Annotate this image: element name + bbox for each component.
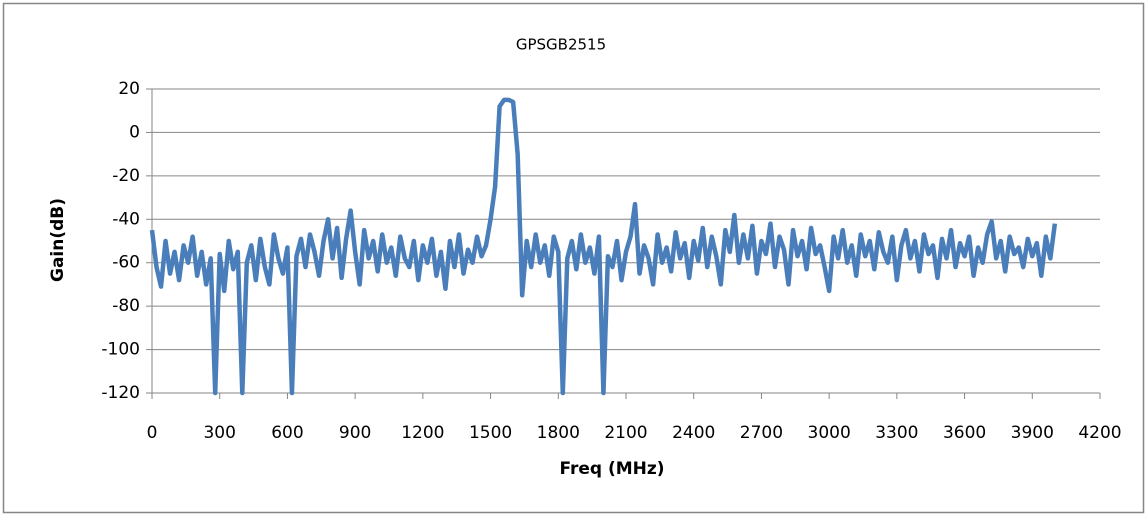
x-tick-label: 1500 — [469, 423, 512, 443]
x-tick-label: 0 — [147, 423, 158, 443]
y-tick-label: -20 — [112, 166, 140, 186]
y-tick-label: 20 — [118, 79, 140, 99]
x-axis-label: Freq (MHz) — [559, 459, 664, 479]
y-tick-label: -60 — [112, 253, 140, 273]
x-tick-label: 2700 — [740, 423, 783, 443]
x-tick-label: 900 — [339, 423, 371, 443]
data-line — [149, 97, 1058, 396]
x-tick-label: 2400 — [672, 423, 715, 443]
y-tick-label: -80 — [112, 296, 140, 316]
x-tick-label: 1200 — [401, 423, 444, 443]
y-tick-label: -40 — [112, 209, 140, 229]
x-tick-label: 3600 — [943, 423, 986, 443]
y-axis-label: Gain(dB) — [48, 198, 68, 282]
x-tick-label: 1800 — [537, 423, 580, 443]
y-tick-label: -120 — [101, 383, 140, 403]
x-tick-label: 300 — [203, 423, 235, 443]
chart-title: GPSGB2515 — [516, 36, 606, 54]
x-tick-label: 600 — [271, 423, 303, 443]
x-tick-label: 3000 — [808, 423, 851, 443]
y-tick-label: -100 — [101, 340, 140, 360]
x-tick-label: 3900 — [1011, 423, 1054, 443]
y-tick-label: 0 — [129, 122, 140, 142]
x-tick-label: 4200 — [1078, 423, 1121, 443]
x-tick-label: 2100 — [604, 423, 647, 443]
x-tick-label: 3300 — [875, 423, 918, 443]
